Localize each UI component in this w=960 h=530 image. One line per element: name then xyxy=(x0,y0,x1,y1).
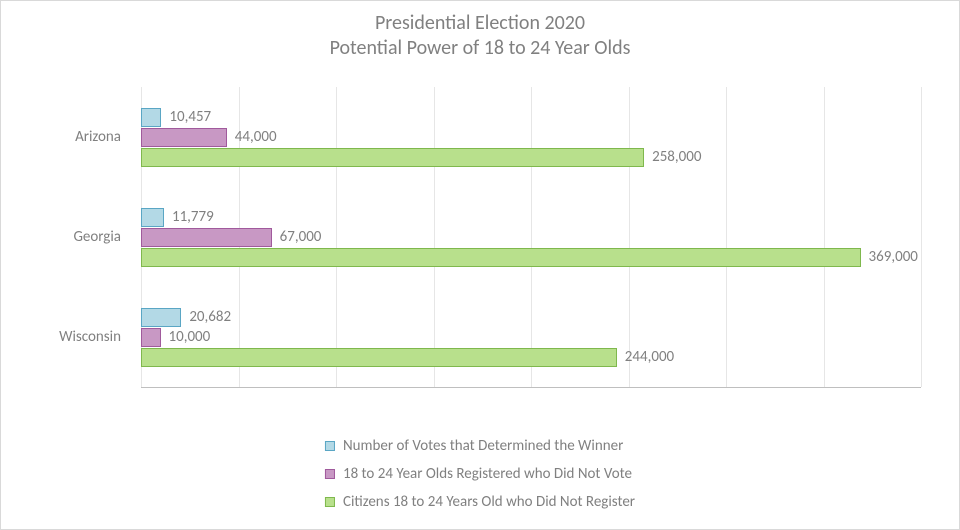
bar-value-label: 67,000 xyxy=(280,228,322,246)
bar-row: 44,000 xyxy=(141,128,277,147)
bar-row: 67,000 xyxy=(141,228,321,247)
bar-row: 10,457 xyxy=(141,108,211,127)
bar-value-label: 369,000 xyxy=(869,248,918,266)
bar xyxy=(141,108,161,127)
legend-swatch-icon xyxy=(325,441,335,451)
legend-item-winner-margin: Number of Votes that Determined the Winn… xyxy=(325,437,635,455)
legend: Number of Votes that Determined the Winn… xyxy=(325,437,635,511)
category-group: 10,457 44,000 258,000 xyxy=(141,87,921,187)
bar xyxy=(141,328,161,347)
bar-row: 244,000 xyxy=(141,348,674,367)
bar-row: 10,000 xyxy=(141,328,210,347)
bar xyxy=(141,308,181,327)
chart-container: Presidential Election 2020 Potential Pow… xyxy=(0,0,960,530)
chart-title-line1: Presidential Election 2020 xyxy=(1,11,959,36)
chart-title: Presidential Election 2020 Potential Pow… xyxy=(1,1,959,61)
legend-swatch-icon xyxy=(325,469,335,479)
legend-swatch-icon xyxy=(325,497,335,507)
legend-item-not-registered: Citizens 18 to 24 Years Old who Did Not … xyxy=(325,493,635,511)
bar-value-label: 10,457 xyxy=(169,108,211,126)
bar-value-label: 258,000 xyxy=(652,148,701,166)
bar-row: 11,779 xyxy=(141,208,214,227)
bar xyxy=(141,208,164,227)
bar-value-label: 11,779 xyxy=(172,208,214,226)
legend-label: 18 to 24 Year Olds Registered who Did No… xyxy=(343,465,632,483)
bar-row: 369,000 xyxy=(141,248,918,267)
bar-row: 258,000 xyxy=(141,148,701,167)
bar-row: 20,682 xyxy=(141,308,231,327)
chart-title-line2: Potential Power of 18 to 24 Year Olds xyxy=(1,36,959,61)
category-group: 11,779 67,000 369,000 xyxy=(141,187,921,287)
legend-label: Citizens 18 to 24 Years Old who Did Not … xyxy=(343,493,635,511)
plot-area-wrap: Arizona Georgia Wisconsin 10,457 44,000 25… xyxy=(41,87,921,387)
bar xyxy=(141,248,861,267)
y-label-wisconsin: Wisconsin xyxy=(59,328,121,346)
y-label-georgia: Georgia xyxy=(73,228,121,246)
bar-value-label: 44,000 xyxy=(235,128,277,146)
gridline xyxy=(921,87,922,387)
bar-value-label: 244,000 xyxy=(625,348,674,366)
bar xyxy=(141,148,644,167)
bar xyxy=(141,128,227,147)
y-axis-labels: Arizona Georgia Wisconsin xyxy=(41,87,131,387)
y-label-arizona: Arizona xyxy=(75,128,121,146)
bar xyxy=(141,348,617,367)
bar-value-label: 10,000 xyxy=(169,328,211,346)
bar-value-label: 20,682 xyxy=(189,308,231,326)
category-group: 20,682 10,000 244,000 xyxy=(141,287,921,387)
legend-label: Number of Votes that Determined the Winn… xyxy=(343,437,623,455)
plot-area: 10,457 44,000 258,000 11,779 67,000 369,000 20… xyxy=(141,87,921,388)
bar xyxy=(141,228,272,247)
legend-item-registered-not-voted: 18 to 24 Year Olds Registered who Did No… xyxy=(325,465,635,483)
